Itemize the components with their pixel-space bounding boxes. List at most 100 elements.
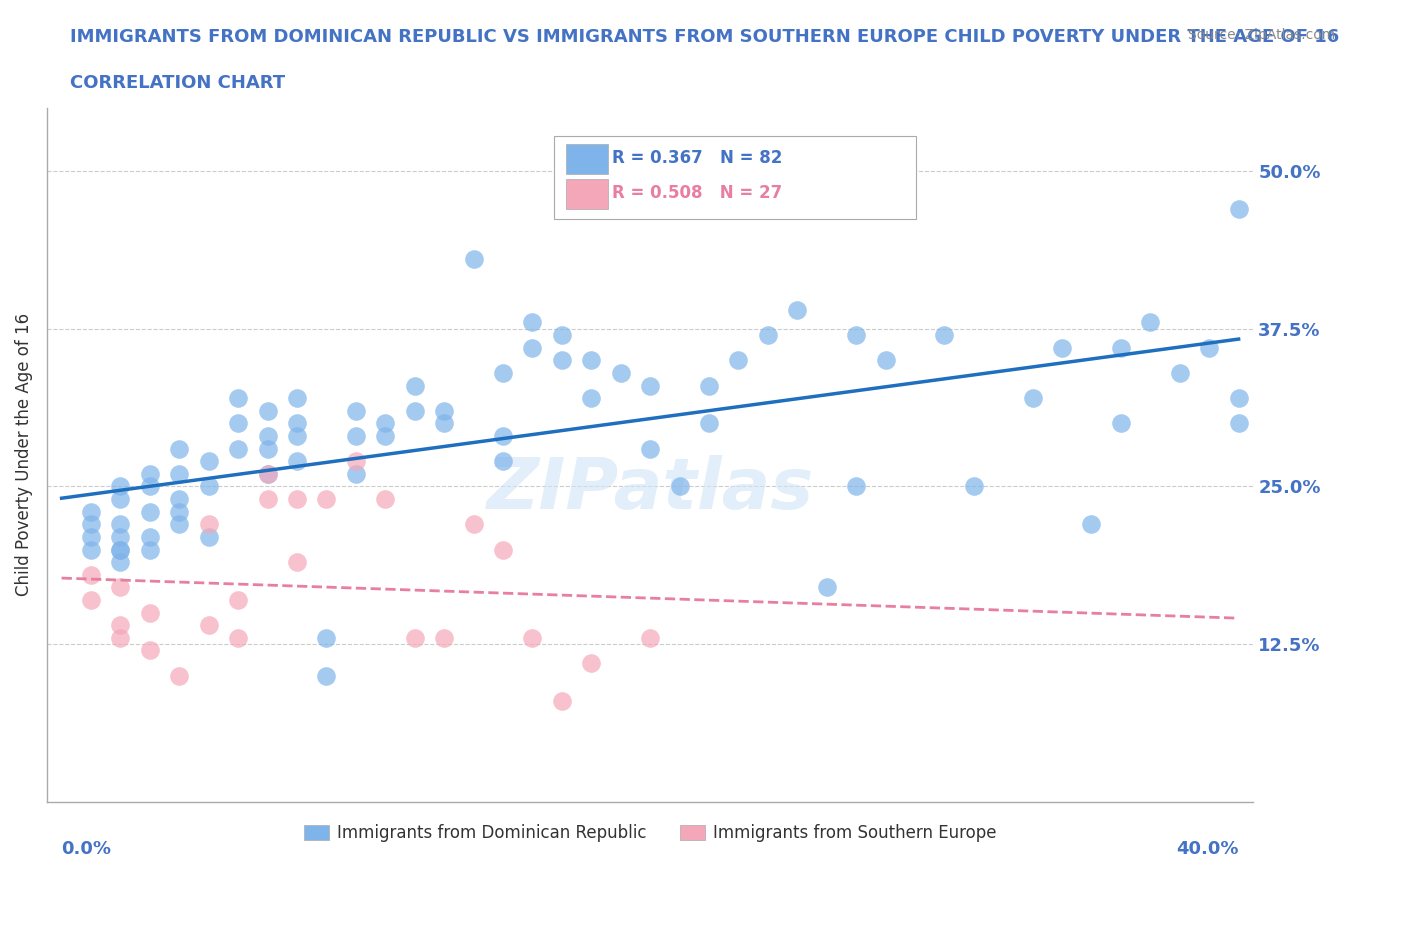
Point: [80, 542, 103, 557]
Point: [1198, 340, 1220, 355]
Legend: Immigrants from Dominican Republic, Immigrants from Southern Europe: Immigrants from Dominican Republic, Immi…: [297, 817, 1004, 849]
Point: [815, 580, 838, 595]
Point: [110, 580, 132, 595]
Point: [226, 631, 249, 645]
Point: [1109, 340, 1132, 355]
Point: [609, 365, 631, 380]
Point: [492, 454, 515, 469]
Point: [551, 327, 574, 342]
Point: [727, 352, 749, 367]
Point: [934, 327, 956, 342]
Point: [963, 479, 986, 494]
Point: [433, 416, 456, 431]
Point: [256, 492, 278, 507]
Point: [226, 592, 249, 607]
Point: [169, 492, 191, 507]
Point: [581, 391, 603, 405]
Point: [697, 416, 720, 431]
Point: [256, 441, 278, 456]
FancyBboxPatch shape: [565, 179, 607, 208]
Point: [169, 441, 191, 456]
Point: [697, 379, 720, 393]
Point: [80, 504, 103, 519]
Point: [845, 327, 868, 342]
Point: [638, 379, 661, 393]
Point: [522, 340, 544, 355]
Point: [256, 429, 278, 444]
Point: [110, 618, 132, 632]
Point: [344, 404, 367, 418]
Point: [492, 365, 515, 380]
Point: [110, 542, 132, 557]
Point: [522, 315, 544, 330]
Point: [404, 379, 426, 393]
Point: [169, 466, 191, 481]
Point: [139, 466, 162, 481]
Point: [139, 479, 162, 494]
Point: [226, 416, 249, 431]
Point: [110, 542, 132, 557]
Point: [1227, 202, 1250, 217]
Point: [315, 492, 337, 507]
Point: [285, 554, 308, 569]
Point: [256, 466, 278, 481]
Point: [845, 479, 868, 494]
Point: [344, 454, 367, 469]
Text: 0.0%: 0.0%: [62, 840, 111, 858]
Point: [1227, 416, 1250, 431]
Point: [256, 466, 278, 481]
Point: [226, 391, 249, 405]
Point: [256, 404, 278, 418]
Point: [169, 504, 191, 519]
Point: [581, 656, 603, 671]
Point: [404, 404, 426, 418]
Point: [197, 517, 219, 532]
Point: [197, 479, 219, 494]
Point: [315, 631, 337, 645]
Point: [80, 567, 103, 582]
Point: [1109, 416, 1132, 431]
Text: CORRELATION CHART: CORRELATION CHART: [70, 74, 285, 92]
Point: [226, 441, 249, 456]
Point: [197, 618, 219, 632]
Point: [638, 631, 661, 645]
Point: [110, 517, 132, 532]
Point: [110, 479, 132, 494]
Point: [139, 504, 162, 519]
FancyBboxPatch shape: [565, 144, 607, 174]
Point: [638, 441, 661, 456]
Point: [80, 517, 103, 532]
Point: [1021, 391, 1043, 405]
Point: [551, 352, 574, 367]
Point: [522, 631, 544, 645]
Point: [581, 352, 603, 367]
Point: [80, 529, 103, 544]
Point: [285, 416, 308, 431]
Point: [374, 429, 396, 444]
Point: [139, 643, 162, 658]
Text: R = 0.367   N = 82: R = 0.367 N = 82: [612, 149, 782, 167]
Point: [492, 429, 515, 444]
Point: [1227, 391, 1250, 405]
Point: [80, 592, 103, 607]
Point: [786, 302, 808, 317]
Point: [315, 669, 337, 684]
Point: [285, 492, 308, 507]
Point: [110, 492, 132, 507]
Point: [285, 454, 308, 469]
Point: [139, 529, 162, 544]
Point: [285, 391, 308, 405]
Point: [875, 352, 897, 367]
Point: [463, 517, 485, 532]
Point: [668, 479, 690, 494]
Point: [1168, 365, 1191, 380]
Point: [374, 492, 396, 507]
Text: Source: ZipAtlas.com: Source: ZipAtlas.com: [1188, 28, 1336, 42]
Point: [551, 694, 574, 709]
Point: [374, 416, 396, 431]
Point: [344, 429, 367, 444]
Point: [344, 466, 367, 481]
Text: R = 0.508   N = 27: R = 0.508 N = 27: [612, 183, 782, 202]
Point: [492, 542, 515, 557]
FancyBboxPatch shape: [554, 136, 915, 219]
